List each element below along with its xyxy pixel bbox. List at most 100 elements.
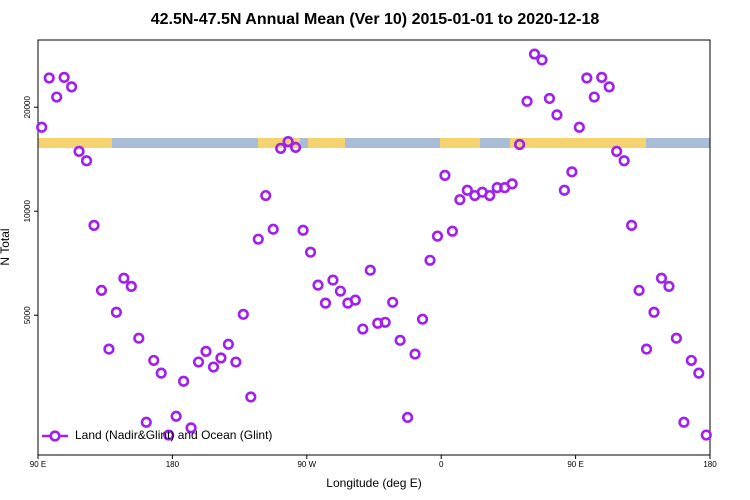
point [611,145,623,157]
point [103,343,115,355]
point [431,230,444,242]
point [51,91,63,103]
x-tick-label: 0 [439,460,444,469]
point [65,81,78,93]
point [670,332,683,344]
ocean-band [345,138,440,148]
point [95,284,108,296]
x-tick-label: 90 E [30,460,46,469]
point [334,285,347,297]
point [402,411,414,424]
y-tick-label: 10000 [23,200,32,223]
point [178,375,190,387]
point [252,233,264,245]
point [543,92,556,105]
point [424,254,436,266]
point [558,184,571,196]
point [566,166,578,178]
point [140,416,152,428]
point [163,429,175,441]
point [573,121,585,133]
legend-label: Land (Nadir&Glint) and Ocean (Glint) [75,428,272,442]
y-axis-label: N Total [0,228,12,265]
point [618,155,630,167]
point [484,189,496,202]
point [282,136,294,148]
point [73,145,85,157]
legend-marker [49,430,61,442]
point [215,352,227,364]
point [663,280,675,292]
point [409,348,421,360]
point [43,72,55,84]
ocean-band [646,138,710,148]
x-tick-label: 180 [703,460,717,469]
point [58,71,70,83]
point [379,316,391,328]
point [200,345,212,357]
point [148,354,160,367]
point [633,284,645,296]
point [528,48,541,60]
plot-frame [37,39,711,456]
point [513,138,526,151]
point [536,54,548,66]
point [439,169,451,181]
ocean-band [300,138,308,148]
x-axis-label: Longitude (deg E) [326,476,421,490]
land-ocean-strip [38,138,710,148]
point [80,155,93,167]
point [603,81,615,93]
point [506,178,518,190]
point [693,367,705,379]
chart-title: 42.5N-47.5N Annual Mean (Ver 10) 2015-01… [151,11,600,28]
point [357,323,369,335]
point [245,391,257,403]
point [461,184,473,196]
point [394,334,406,346]
ocean-band [480,138,510,148]
point [685,354,697,367]
point [387,296,399,308]
point [349,294,361,306]
point [230,356,242,368]
point [581,72,593,84]
ocean-band [112,138,258,148]
point [267,223,279,235]
point [260,189,272,202]
point [36,121,48,133]
point [327,274,339,286]
point [312,279,324,291]
point [700,429,712,441]
point [588,91,600,103]
point [596,71,608,83]
point [678,416,690,428]
point [155,367,167,379]
point [118,272,130,284]
point [237,308,249,320]
point [551,109,563,121]
point [625,219,638,231]
point [222,338,234,350]
point [454,194,466,206]
x-tick-label: 90 W [297,460,316,469]
point [290,141,302,154]
point [640,343,653,355]
point [207,361,220,373]
point [319,297,332,309]
point [297,224,309,236]
point [446,225,459,237]
point [192,356,205,368]
point [648,306,660,318]
point [88,219,100,231]
point [185,422,197,434]
point [170,410,182,422]
point [364,264,376,276]
point [655,272,668,284]
point [125,280,137,292]
point [304,246,317,258]
point [275,142,287,154]
point [416,313,429,325]
